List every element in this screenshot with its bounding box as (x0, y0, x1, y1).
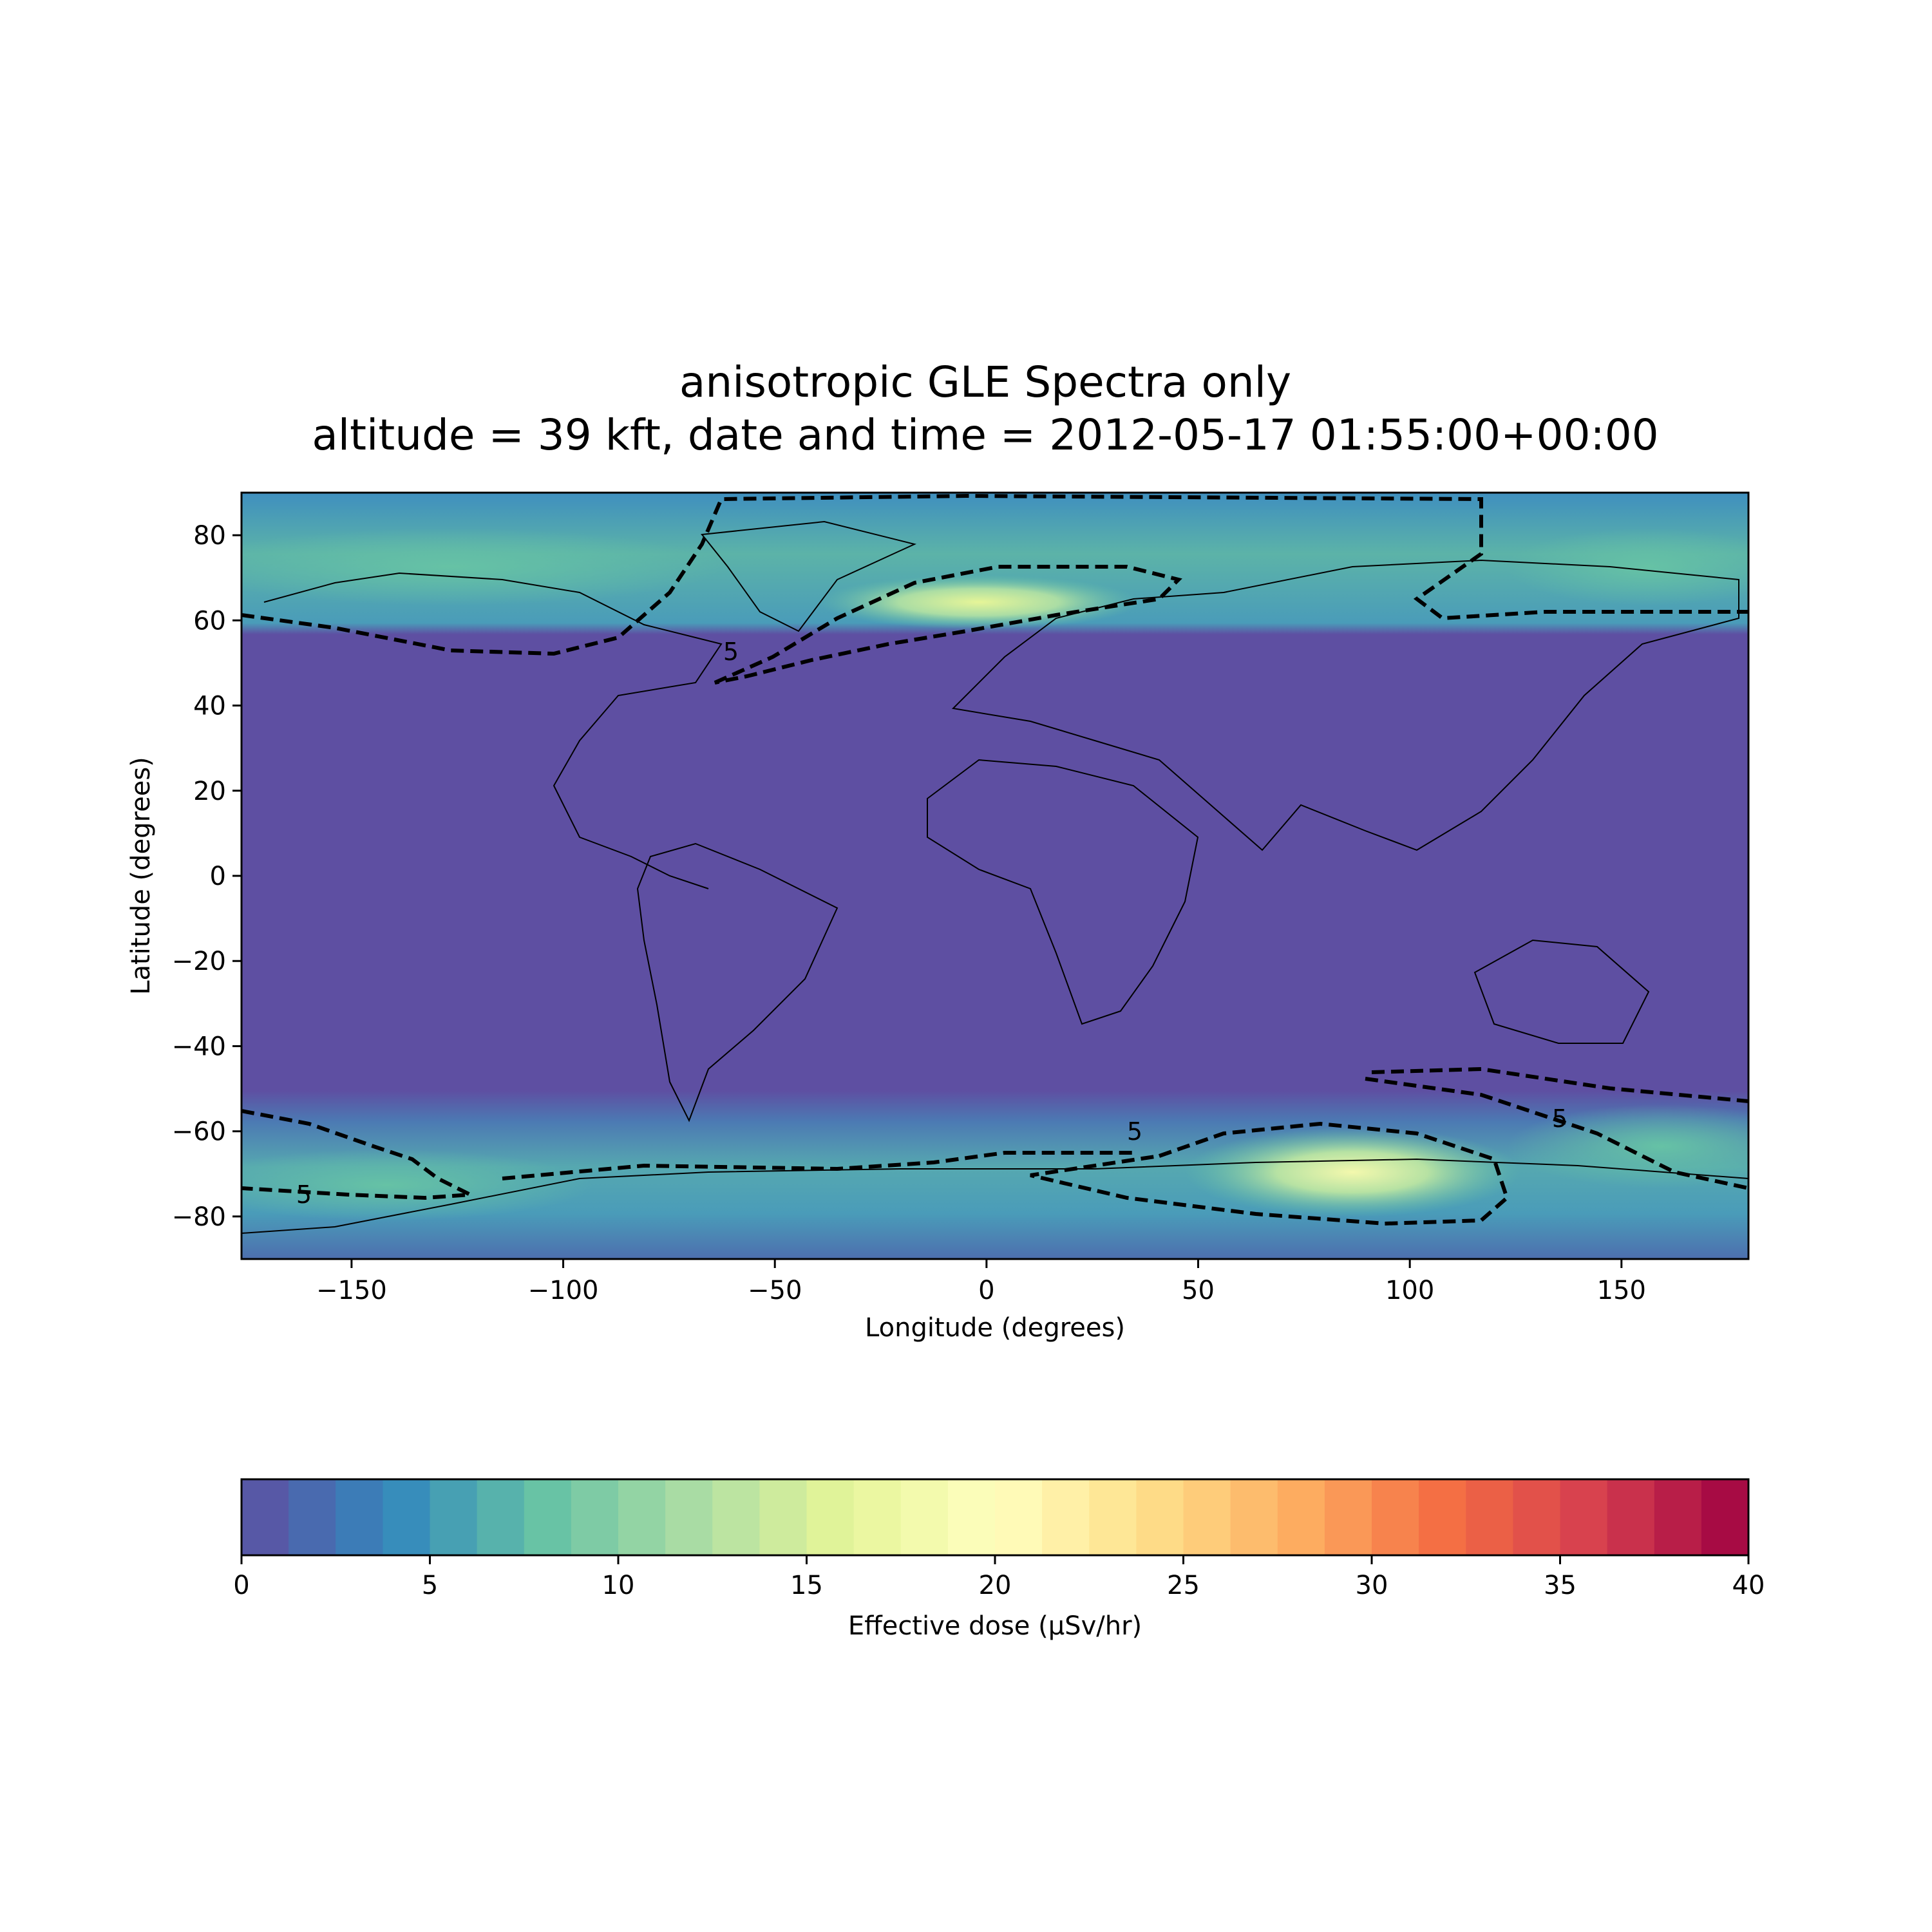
contour-label: 5 (1552, 1104, 1567, 1133)
contour-label: 5 (723, 638, 739, 666)
coastline-africa (927, 759, 1199, 1025)
coastline-australia (1473, 939, 1650, 1044)
y-tick-label: 0 (210, 862, 226, 891)
colorbar-band (1372, 1479, 1420, 1555)
y-tick-label: −80 (172, 1202, 226, 1232)
contour-north-polar (242, 493, 1748, 656)
y-tick-label: 20 (193, 777, 226, 806)
x-tick-label: 50 (1182, 1276, 1215, 1305)
chart-title-line-1: anisotropic GLE Spectra only (679, 357, 1291, 407)
x-axis-label: Longitude (degrees) (865, 1313, 1125, 1343)
south-teal-band (242, 1150, 592, 1220)
contour-level-5 (242, 493, 1748, 1226)
colorbar-band (712, 1479, 761, 1555)
colorbar-band (1466, 1479, 1514, 1555)
colorbar-tick-label: 25 (1167, 1571, 1200, 1600)
colorbar-band (806, 1479, 855, 1555)
colorbar-band (759, 1479, 808, 1555)
colorbar-band (289, 1479, 337, 1555)
colorbar-band (524, 1479, 572, 1555)
colorbar-tick-label: 30 (1356, 1571, 1388, 1600)
y-tick-label: −60 (172, 1117, 226, 1147)
x-axis: −150 −100 −50 0 50 100 150 (316, 1259, 1646, 1305)
coastline-europe-asia (951, 559, 1739, 851)
x-tick-label: 150 (1597, 1276, 1646, 1305)
colorbar-band (1042, 1479, 1090, 1555)
colorbar-band (430, 1479, 478, 1555)
colorbar-band (1277, 1479, 1325, 1555)
contour-antarctic-coast (502, 1151, 1133, 1180)
x-tick-label: 100 (1385, 1276, 1434, 1305)
y-tick-label: 60 (193, 606, 226, 636)
colorbar-label: Effective dose (μSv/hr) (848, 1611, 1142, 1641)
colorbar-band (1701, 1479, 1749, 1555)
coastlines (242, 520, 1748, 1234)
colorbar-band (336, 1479, 384, 1555)
south-teal-band-east (1507, 1104, 1748, 1188)
colorbar-tick-label: 40 (1732, 1571, 1765, 1600)
colorbar-band (383, 1479, 431, 1555)
y-axis: 80 60 40 20 0 −20 −40 −60 −80 (172, 521, 242, 1232)
coastline-south-america (636, 842, 838, 1122)
colorbar-band (1324, 1479, 1372, 1555)
colorbar (242, 1479, 1749, 1555)
south-dose-hotspot (1185, 1127, 1520, 1217)
colorbar-band (853, 1479, 902, 1555)
y-tick-label: −20 (172, 947, 226, 976)
colorbar-band (900, 1479, 949, 1555)
colorbar-axis: 0 5 10 15 20 25 30 35 40 (233, 1555, 1765, 1600)
north-dose-hotspot (818, 575, 1140, 629)
y-tick-label: 80 (193, 521, 226, 551)
colorbar-tick-label: 5 (422, 1571, 438, 1600)
colorbar-band (1089, 1479, 1137, 1555)
colorbar-band (1654, 1479, 1702, 1555)
contour-label: 5 (1127, 1117, 1142, 1146)
colorbar-band (1560, 1479, 1608, 1555)
heatmap: 5 5 5 5 (242, 493, 1748, 1259)
x-tick-label: −50 (748, 1276, 802, 1305)
north-teal-band (242, 528, 721, 605)
y-axis-label: Latitude (degrees) (126, 757, 156, 995)
colorbar-band (995, 1479, 1043, 1555)
colorbar-band (1230, 1479, 1278, 1555)
colorbar-band (1513, 1479, 1561, 1555)
contour-north-atlantic (714, 565, 1182, 685)
colorbar-band (571, 1479, 619, 1555)
colorbar-band (665, 1479, 714, 1555)
colorbar-band (1183, 1479, 1231, 1555)
colorbar-tick-label: 35 (1544, 1571, 1577, 1600)
coastline-north-america (263, 572, 723, 889)
y-tick-label: 40 (193, 692, 226, 721)
colorbar-band (1419, 1479, 1467, 1555)
colorbar-band (242, 1479, 290, 1555)
coastline-antarctica (242, 1158, 1748, 1234)
colorbar-band (947, 1479, 996, 1555)
coastline-greenland (701, 520, 917, 632)
chart-title-line-2: altitude = 39 kft, date and time = 2012-… (312, 410, 1658, 460)
colorbar-band (618, 1479, 667, 1555)
colorbar-tick-label: 0 (233, 1571, 249, 1600)
contour-south-east (1365, 1077, 1748, 1190)
contour-south-pacific (1371, 1066, 1748, 1103)
x-tick-label: −100 (528, 1276, 599, 1305)
colorbar-tick-label: 15 (790, 1571, 823, 1600)
contour-label: 5 (296, 1180, 312, 1209)
north-teal-band-east (1507, 528, 1748, 605)
x-tick-label: −150 (316, 1276, 387, 1305)
colorbar-band (1136, 1479, 1184, 1555)
colorbar-tick-label: 10 (602, 1571, 635, 1600)
x-tick-label: 0 (978, 1276, 994, 1305)
colorbar-tick-label: 20 (979, 1571, 1012, 1600)
colorbar-band (1607, 1479, 1655, 1555)
colorbar-band (477, 1479, 525, 1555)
y-tick-label: −40 (172, 1032, 226, 1061)
